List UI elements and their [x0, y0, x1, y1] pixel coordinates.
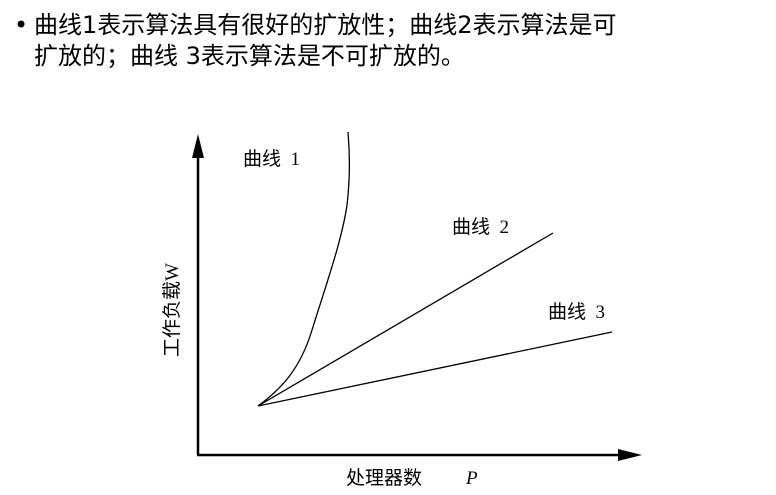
- slide-text-block: • 曲线1表示算法具有很好的扩放性；曲线2表示算法是可 扩放的；曲线 3表示算法…: [14, 10, 766, 72]
- y-axis-label: 工作负载W: [161, 263, 183, 357]
- description-line-1: 曲线1表示算法具有很好的扩放性；曲线2表示算法是可: [34, 11, 617, 39]
- curve-1-label: 曲线 3: [548, 301, 605, 323]
- curve-1-line: [257, 331, 613, 407]
- x-axis-symbol: P: [465, 468, 478, 489]
- description-paragraph: 曲线1表示算法具有很好的扩放性；曲线2表示算法是可 扩放的；曲线 3表示算法是不…: [34, 10, 766, 72]
- curve-2-label: 曲线 2: [452, 216, 509, 238]
- description-line-2: 扩放的；曲线 3表示算法是不可扩放的。: [34, 42, 465, 70]
- curve-3-line: [257, 131, 351, 407]
- bullet-icon: •: [14, 11, 29, 39]
- curve-2-line: [257, 232, 554, 407]
- x-axis-arrow-icon: [618, 449, 642, 461]
- curve-3-label: 曲线 1: [243, 148, 300, 170]
- y-axis-arrow-icon: [192, 134, 204, 158]
- x-axis-label: 处理器数: [346, 467, 422, 489]
